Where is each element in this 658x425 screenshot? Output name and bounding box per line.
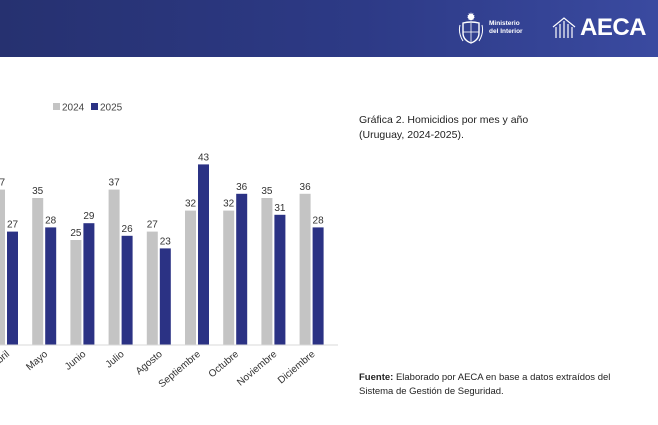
value-label-julio-2024: 37 <box>109 178 121 189</box>
caption-title: Gráfica 2. Homicidios por mes y año <box>359 114 529 126</box>
bar-agosto-2025 <box>159 248 171 345</box>
value-label-octubre-2025: 36 <box>236 182 248 193</box>
value-label-julio-2025: 26 <box>122 224 134 235</box>
value-label-agosto-2025: 23 <box>160 236 172 247</box>
bar-julio-2025 <box>121 235 133 345</box>
category-label-junio: Junio <box>63 349 89 373</box>
bar-julio-2024 <box>108 189 120 345</box>
value-label-agosto-2024: 27 <box>147 220 159 231</box>
ministry-name: Ministerio del Interior <box>489 20 523 35</box>
caption-subtitle: (Uruguay, 2024-2025). <box>359 129 464 141</box>
bar-diciembre-2025 <box>312 227 324 345</box>
value-label-junio-2025: 29 <box>83 211 95 222</box>
chart-legend: 2024 2025 <box>53 103 123 114</box>
value-label-noviembre-2024: 35 <box>261 186 273 197</box>
legend-swatch-2024 <box>53 103 60 110</box>
bar-septiembre-2024 <box>185 210 196 345</box>
bar-agosto-2024 <box>146 231 158 345</box>
value-label-septiembre-2024: 32 <box>185 199 197 210</box>
bar-octubre-2025 <box>236 193 248 345</box>
source-text: Elaborado por AECA en base a datos extra… <box>359 372 611 397</box>
legend-label-2025: 2025 <box>100 103 123 114</box>
bar-septiembre-2025 <box>198 164 209 345</box>
value-label-diciembre-2025: 28 <box>313 215 325 226</box>
bar-mayo-2024 <box>32 198 44 345</box>
bar-abril-2024 <box>0 189 5 345</box>
bar-octubre-2024 <box>223 210 235 345</box>
bar-noviembre-2024 <box>261 198 273 345</box>
legend-swatch-2025 <box>91 103 98 110</box>
aeca-building-icon <box>552 17 576 38</box>
category-label-septiembre: Septiembre <box>157 349 204 390</box>
value-label-abril-2025: 27 <box>7 220 19 231</box>
ministry-logo: Ministerio del Interior <box>458 10 523 46</box>
coat-of-arms-icon <box>458 12 484 44</box>
value-label-junio-2024: 25 <box>70 228 82 239</box>
bar-junio-2025 <box>83 223 95 345</box>
bar-noviembre-2025 <box>274 214 286 345</box>
value-label-septiembre-2025: 43 <box>198 152 210 163</box>
bar-diciembre-2024 <box>299 193 311 345</box>
value-label-octubre-2024: 32 <box>223 199 235 210</box>
category-label-noviembre: Noviembre <box>235 349 279 389</box>
brand-name: AECA <box>580 14 647 41</box>
chart-caption: Gráfica 2. Homicidios por mes y año (Uru… <box>359 113 619 143</box>
category-label-agosto: Agosto <box>134 349 165 378</box>
value-label-noviembre-2025: 31 <box>274 203 286 214</box>
category-label-julio: Julio <box>104 349 127 371</box>
category-label-diciembre: Diciembre <box>276 349 318 387</box>
value-label-abril-2024: 37 <box>0 178 5 189</box>
aeca-logo: AECA <box>552 12 647 44</box>
source-note: Fuente: Elaborado por AECA en base a dat… <box>359 371 629 399</box>
category-label-abril: Abril <box>0 349 12 370</box>
bar-mayo-2025 <box>45 227 57 345</box>
value-label-mayo-2024: 35 <box>32 186 44 197</box>
chart-bars: 372735282529372627233243323635313628 <box>0 152 324 345</box>
category-label-mayo: Mayo <box>24 349 50 373</box>
value-label-mayo-2025: 28 <box>45 215 57 226</box>
source-label: Fuente: <box>359 372 394 383</box>
category-label-octubre: Octubre <box>207 349 242 381</box>
header-bar: Ministerio del Interior AECA <box>0 0 658 57</box>
bar-abril-2025 <box>7 231 18 345</box>
legend-label-2024: 2024 <box>62 103 85 114</box>
value-label-diciembre-2024: 36 <box>300 182 312 193</box>
bar-junio-2024 <box>70 240 82 345</box>
